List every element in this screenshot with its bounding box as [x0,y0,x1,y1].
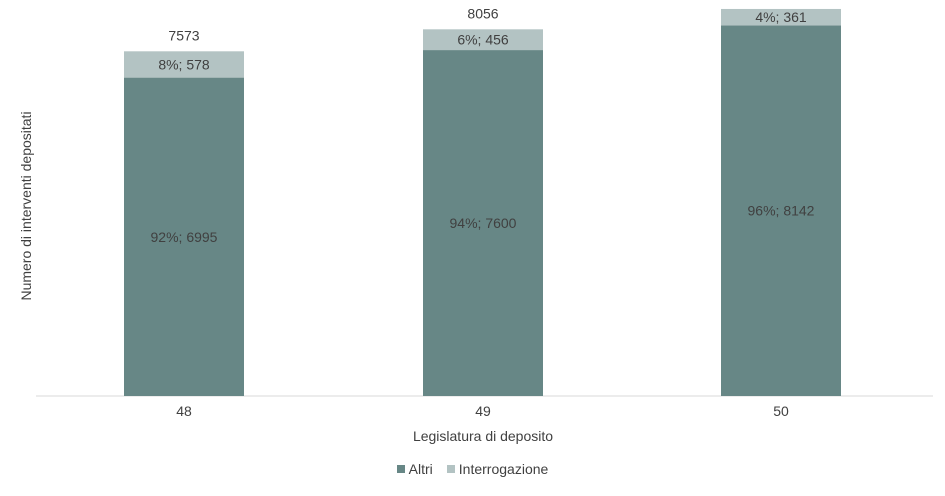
bar-altri-48 [124,77,244,396]
data-label-altri-49: 94%; 7600 [450,215,517,231]
bar-interrogazione-50 [721,8,841,26]
labels-layer: 92%; 6995 8%; 578 7573 94%; 7600 6%; 456 8056… [151,0,815,245]
bar-altri-50 [721,25,841,396]
data-label-interrogazione-48: 8%; 578 [158,56,210,72]
legend-swatch-altri [396,465,405,473]
legend-label-altri: Altri [408,461,433,477]
x-tick-label-48: 48 [176,403,192,419]
legend-swatch-interrogazione [446,465,455,473]
x-axis-title: Legislatura di deposito [413,428,553,444]
data-label-altri-48: 92%; 6995 [151,229,218,245]
x-tick-label-49: 49 [475,403,491,419]
total-label-49: 8056 [467,5,498,21]
legend-label-interrogazione: Interrogazione [458,461,549,477]
legend-item-altri: Altri [396,461,433,477]
data-label-interrogazione-50: 4%; 361 [755,9,807,25]
chart-legend: Altri Interrogazione [0,461,945,477]
total-label-48: 7573 [168,27,199,43]
bars-layer [124,8,841,396]
bar-interrogazione-49 [423,29,543,51]
total-label-50: 8503 [765,0,796,1]
bar-altri-49 [423,50,543,396]
x-tick-label-50: 50 [773,403,789,419]
data-label-interrogazione-49: 6%; 456 [457,32,509,48]
y-axis-title: Numero di interventi depositati [18,111,34,300]
x-tick-labels: 48 49 50 [176,403,789,419]
legend-item-interrogazione: Interrogazione [446,461,549,477]
bar-interrogazione-48 [124,51,244,78]
data-label-altri-50: 96%; 8142 [748,203,815,219]
